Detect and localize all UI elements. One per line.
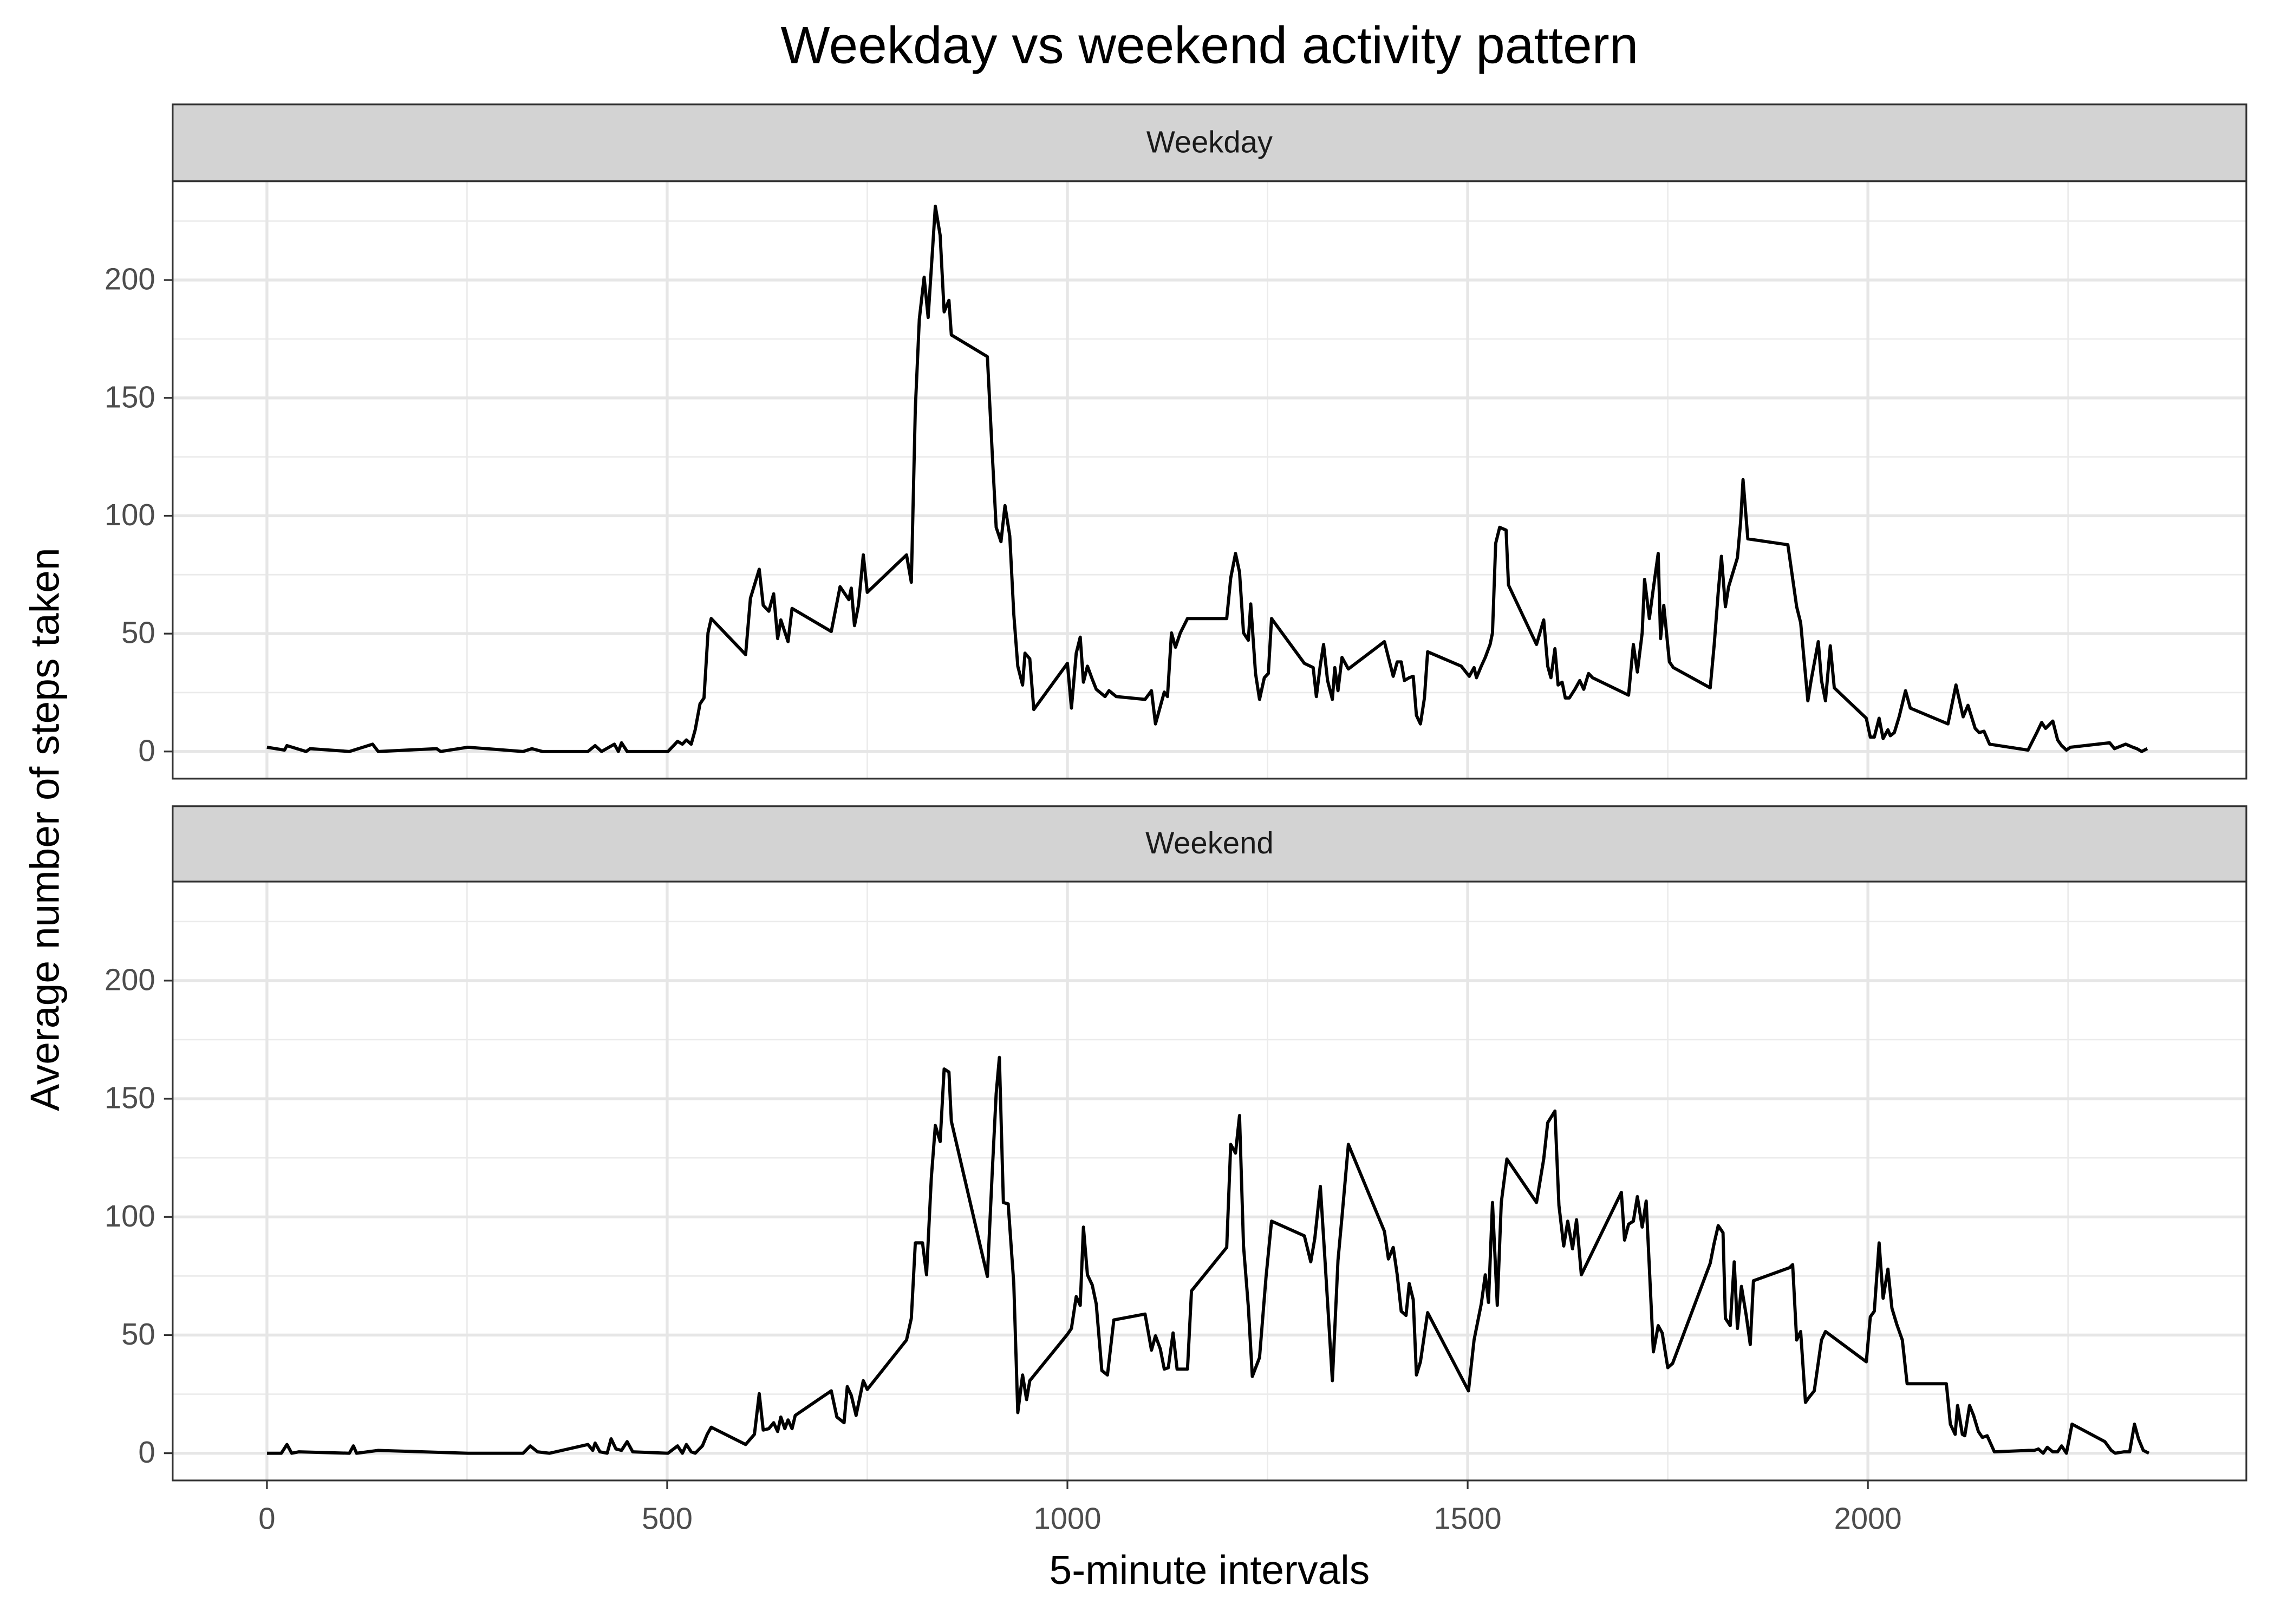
y-tick-label: 200 — [105, 262, 155, 296]
facet-label: Weekend — [1145, 826, 1274, 860]
chart-title: Weekday vs weekend activity pattern — [780, 17, 1638, 75]
y-tick-label: 50 — [121, 1317, 155, 1351]
y-tick-label: 100 — [105, 498, 155, 532]
y-tick-label: 100 — [105, 1199, 155, 1233]
x-tick-label: 1500 — [1434, 1502, 1502, 1536]
facet-label: Weekday — [1146, 125, 1273, 159]
panel-border — [172, 180, 2247, 780]
x-tick-label: 0 — [258, 1502, 275, 1536]
x-tick-label: 2000 — [1834, 1502, 1902, 1536]
x-tick-label: 1000 — [1033, 1502, 1101, 1536]
y-tick-label: 150 — [105, 380, 155, 414]
facet-strip — [172, 103, 2247, 182]
panel-background — [172, 882, 2246, 1480]
y-tick-label: 150 — [105, 1081, 155, 1115]
panel-background — [172, 181, 2246, 779]
data-line — [266, 1055, 2150, 1455]
y-tick-label: 0 — [138, 1435, 155, 1469]
panel-border — [172, 881, 2247, 1482]
y-axis-label: Average number of steps taken — [22, 547, 67, 1111]
y-tick-label: 0 — [138, 733, 155, 767]
y-tick-label: 200 — [105, 962, 155, 996]
x-tick-label: 500 — [642, 1502, 693, 1536]
x-axis-label: 5-minute intervals — [1050, 1547, 1370, 1593]
y-tick-label: 50 — [121, 616, 155, 650]
data-line — [266, 204, 2148, 753]
